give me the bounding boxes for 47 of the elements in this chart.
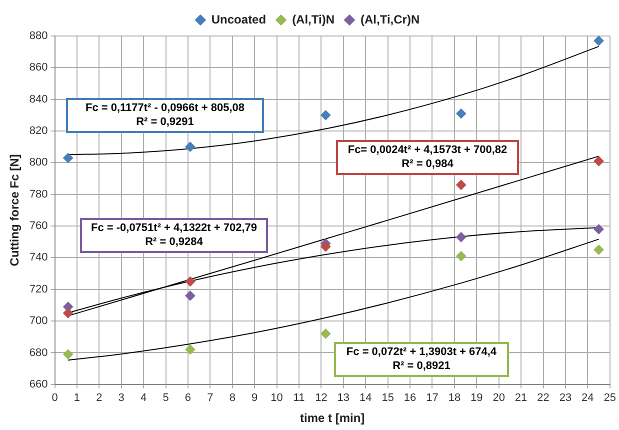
x-tick-label: 15 [382,392,394,404]
x-tick-label: 17 [426,392,438,404]
legend-label: (Al,Ti,Cr)N [360,12,420,26]
x-tick-label: 12 [315,392,328,404]
y-tick-label: 840 [29,93,48,106]
x-tick-label: 22 [537,392,550,404]
y-tick-label: 800 [29,156,48,169]
y-tick-label: 720 [29,283,48,296]
x-tick-label: 24 [582,392,594,404]
x-tick-label: 13 [337,392,350,404]
y-tick-label: 660 [29,378,48,390]
legend-label: Uncoated [211,12,266,26]
x-tick-label: 2 [96,392,102,404]
equation-box: Fc = 0,072t² + 1,3903t + 674,4 R² = 0,8921 [334,342,509,377]
legend-label: (Al,Ti)N [292,12,335,26]
x-tick-label: 25 [604,392,616,404]
x-tick-label: 9 [252,392,258,404]
y-tick-label: 820 [29,125,48,138]
x-tick-label: 11 [293,392,305,404]
x-tick-label: 1 [74,392,80,404]
x-tick-label: 3 [118,392,124,404]
x-tick-label: 6 [184,392,192,404]
y-tick-label: 680 [29,346,48,359]
y-tick-label: 780 [29,188,48,200]
y-tick-label: 760 [29,220,48,232]
y-tick-label: 740 [29,252,48,264]
x-tick-label: 7 [207,392,214,404]
x-tick-label: 19 [470,392,483,404]
x-axis-title: time t [min] [300,411,365,426]
y-tick-label: 700 [29,315,48,328]
x-tick-label: 23 [559,392,572,404]
x-tick-label: 20 [492,392,505,404]
y-tick-label: 860 [29,62,48,74]
equation-box: Fc= 0,0024t² + 4,1573t + 700,82 R² = 0,984 [336,140,519,175]
y-tick-label: 880 [29,30,48,42]
x-tick-label: 8 [229,392,236,404]
x-tick-label: 14 [360,392,372,404]
equation-box: Fc = 0,1177t² - 0,0966t + 805,08 R² = 0,9291 [66,98,264,133]
x-tick-label: 16 [404,392,416,404]
x-tick-label: 18 [448,392,461,404]
x-tick-label: 4 [140,392,147,404]
x-tick-label: 5 [162,392,169,404]
x-tick-label: 21 [514,392,528,404]
x-tick-label: 10 [270,392,283,404]
x-tick-label: 0 [52,392,58,404]
y-axis-title: Cutting force Fc [N] [8,154,22,266]
equation-box: Fc = -0,0751t² + 4,1322t + 702,79 R² = 0,9284 [80,218,268,253]
